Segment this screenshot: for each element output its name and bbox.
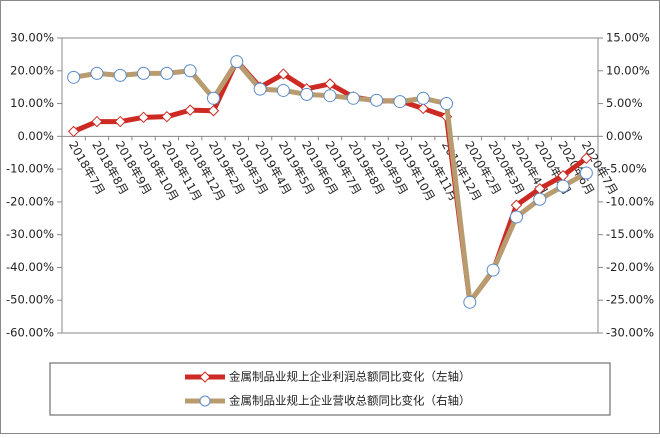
- marker: [183, 64, 197, 78]
- marker: [230, 55, 244, 69]
- marker: [184, 104, 196, 116]
- marker: [300, 87, 314, 101]
- marker: [207, 105, 220, 117]
- y-tick-label: -30.00%: [6, 227, 54, 241]
- marker: [253, 82, 267, 96]
- marker: [510, 199, 523, 211]
- marker: [90, 66, 104, 80]
- marker: [440, 97, 454, 111]
- marker: [324, 78, 336, 90]
- marker: [137, 111, 150, 124]
- marker: [417, 102, 429, 115]
- y2-tick-label: -15.00%: [606, 227, 654, 241]
- y-tick-label: -40.00%: [6, 260, 54, 274]
- marker: [160, 66, 174, 80]
- y-tick-label: -50.00%: [6, 293, 54, 307]
- marker: [113, 68, 127, 82]
- marker: [416, 91, 430, 105]
- y-tick-label: 0.00%: [17, 129, 54, 143]
- y2-tick-label: 0.00%: [606, 129, 643, 143]
- marker: [277, 68, 290, 80]
- marker: [580, 152, 593, 165]
- marker: [161, 110, 173, 123]
- marker: [67, 70, 81, 84]
- marker: [556, 179, 570, 193]
- y-tick-label: -60.00%: [6, 326, 54, 340]
- y2-tick-label: 10.00%: [606, 63, 650, 77]
- y2-tick-label: -20.00%: [606, 260, 654, 274]
- marker: [323, 89, 337, 103]
- marker: [370, 93, 384, 107]
- y-tick-label: 20.00%: [10, 63, 54, 77]
- marker: [114, 115, 126, 128]
- y-tick-label: 10.00%: [10, 96, 54, 110]
- marker: [276, 83, 290, 97]
- marker: [533, 192, 547, 206]
- y-tick-label: -20.00%: [6, 194, 54, 208]
- marker: [486, 263, 500, 277]
- y2-tick-label: 5.00%: [606, 96, 643, 110]
- y-tick-label: 30.00%: [10, 31, 54, 45]
- y2-tick-label: -30.00%: [606, 326, 654, 340]
- marker: [393, 95, 407, 109]
- marker: [509, 210, 523, 224]
- marker: [206, 91, 220, 105]
- marker: [67, 125, 80, 138]
- legend-label: 金属制品业规上企业营收总额同比变化（右轴）: [229, 394, 471, 408]
- marker: [91, 115, 103, 128]
- y2-tick-label: -5.00%: [606, 162, 647, 176]
- y-tick-label: -10.00%: [6, 162, 54, 176]
- legend-marker: [199, 395, 211, 407]
- marker: [579, 166, 593, 180]
- y2-tick-label: -10.00%: [606, 194, 654, 208]
- legend-box: [49, 362, 611, 416]
- y2-tick-label: 15.00%: [606, 31, 650, 45]
- y2-tick-label: -25.00%: [606, 293, 654, 307]
- marker: [463, 295, 477, 309]
- marker: [346, 91, 360, 105]
- marker: [137, 66, 151, 80]
- legend-label: 金属制品业规上企业利润总额同比变化（左轴）: [229, 370, 471, 384]
- legend-marker: [199, 371, 211, 383]
